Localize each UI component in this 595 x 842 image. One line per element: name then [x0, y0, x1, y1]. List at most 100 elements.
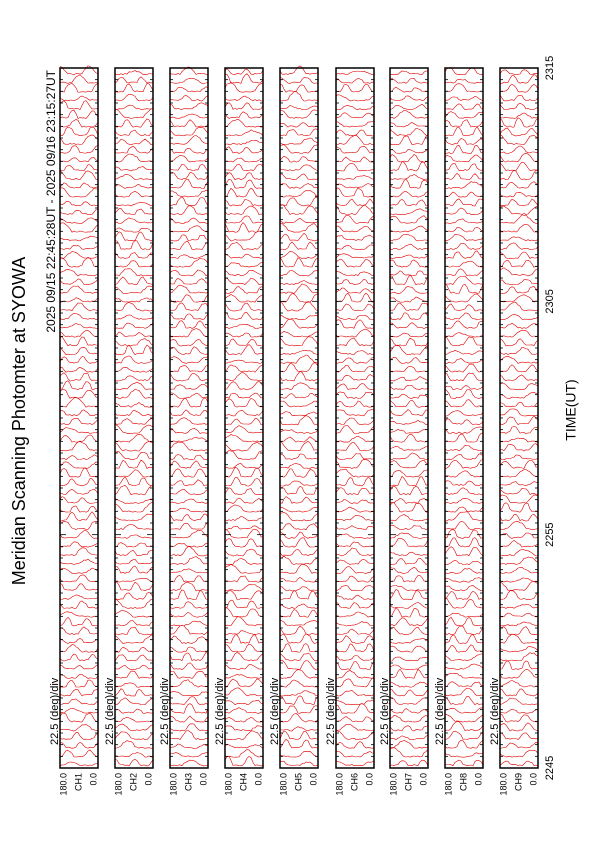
scan-trace [169, 417, 209, 425]
scan-trace [444, 739, 484, 749]
scan-trace [335, 425, 375, 434]
scan-trace [169, 119, 209, 128]
scan-trace [499, 74, 539, 84]
y-bottom-label: 0.0 [143, 773, 153, 786]
scan-trace [59, 688, 99, 697]
scan-trace [499, 382, 539, 391]
scan-trace [114, 598, 154, 609]
scan-trace [224, 528, 264, 539]
scan-trace [279, 739, 319, 749]
scan-trace [224, 630, 264, 635]
scan-trace [169, 102, 209, 111]
scan-trace [169, 542, 209, 548]
scan-trace [389, 566, 429, 574]
scan-trace [499, 117, 539, 128]
chart-title: Meridian Scanning Photomter at SYOWA [9, 257, 29, 585]
scan-trace [169, 154, 209, 163]
scan-trace [279, 301, 319, 312]
scan-trace [499, 589, 539, 601]
scan-trace [279, 555, 319, 565]
scan-trace [114, 331, 154, 337]
scan-trace [224, 294, 264, 303]
scan-trace [499, 346, 539, 355]
scan-trace [169, 397, 209, 408]
scan-trace [59, 330, 99, 338]
channel-label: CH3 [183, 773, 193, 791]
scan-trace [59, 600, 99, 609]
scan-trace [224, 230, 264, 242]
scan-trace [114, 513, 153, 521]
scan-trace [279, 250, 319, 259]
scan-trace [390, 740, 429, 749]
scan-trace [389, 70, 429, 76]
scan-trace [224, 73, 264, 84]
scan-trace [335, 760, 375, 767]
scan-trace [335, 83, 375, 93]
scan-trace [59, 626, 99, 636]
scan-trace [224, 418, 264, 426]
scan-trace [279, 633, 319, 644]
scan-trace [169, 556, 209, 565]
scan-trace [279, 196, 319, 207]
scan-trace [224, 323, 264, 329]
scan-trace [389, 376, 429, 382]
scan-trace [499, 181, 539, 189]
scan-trace [59, 488, 99, 495]
scan-trace [224, 205, 264, 215]
scan-trace [279, 105, 319, 111]
scan-trace [225, 372, 263, 382]
scan-trace [169, 479, 209, 487]
scan-trace [389, 384, 429, 390]
scan-trace [390, 656, 429, 662]
scan-trace [335, 77, 375, 84]
scan-trace [335, 70, 375, 76]
scan-trace [444, 506, 484, 513]
scan-trace [169, 241, 209, 251]
scan-trace [169, 135, 209, 145]
scan-trace [389, 322, 429, 329]
scan-trace [444, 487, 483, 495]
scan-trace [224, 590, 264, 600]
scan-trace [169, 743, 208, 749]
x-tick-label: 2315 [544, 56, 556, 80]
scan-trace [169, 171, 209, 180]
scan-trace [499, 697, 539, 705]
scan-trace [169, 373, 209, 382]
scan-trace [224, 575, 264, 583]
scan-trace [169, 488, 209, 495]
scan-trace [279, 468, 319, 478]
scan-trace [499, 251, 539, 259]
scan-trace [444, 459, 484, 469]
scan-trace [114, 166, 154, 172]
scan-trace [279, 609, 319, 618]
scan-trace [335, 730, 375, 740]
y-bottom-label: 0.0 [473, 773, 483, 786]
scan-trace [279, 429, 319, 434]
scan-trace [224, 467, 264, 478]
scan-trace [499, 502, 539, 513]
scan-trace [59, 297, 99, 303]
scan-trace [336, 514, 375, 522]
scan-trace [335, 121, 375, 128]
scan-trace [444, 303, 484, 312]
scan-trace [224, 261, 264, 268]
scan-trace [114, 138, 154, 145]
y-top-label: 180.0 [334, 773, 344, 796]
scan-trace [169, 651, 209, 662]
scan-trace [499, 487, 539, 495]
scan-trace [59, 126, 99, 137]
scan-trace [114, 338, 154, 347]
scan-trace [279, 350, 319, 355]
scan-trace [444, 681, 484, 688]
scan-trace [335, 287, 375, 294]
scan-trace [499, 364, 539, 373]
scan-trace [389, 715, 429, 723]
scale-label: 22.5 (deg)/div [214, 677, 226, 745]
scan-trace [389, 725, 429, 732]
scan-trace [114, 252, 154, 259]
scan-trace [224, 332, 264, 338]
scan-trace [335, 145, 375, 154]
scan-trace [224, 129, 264, 137]
scan-trace [335, 699, 375, 706]
scan-trace [279, 283, 319, 294]
